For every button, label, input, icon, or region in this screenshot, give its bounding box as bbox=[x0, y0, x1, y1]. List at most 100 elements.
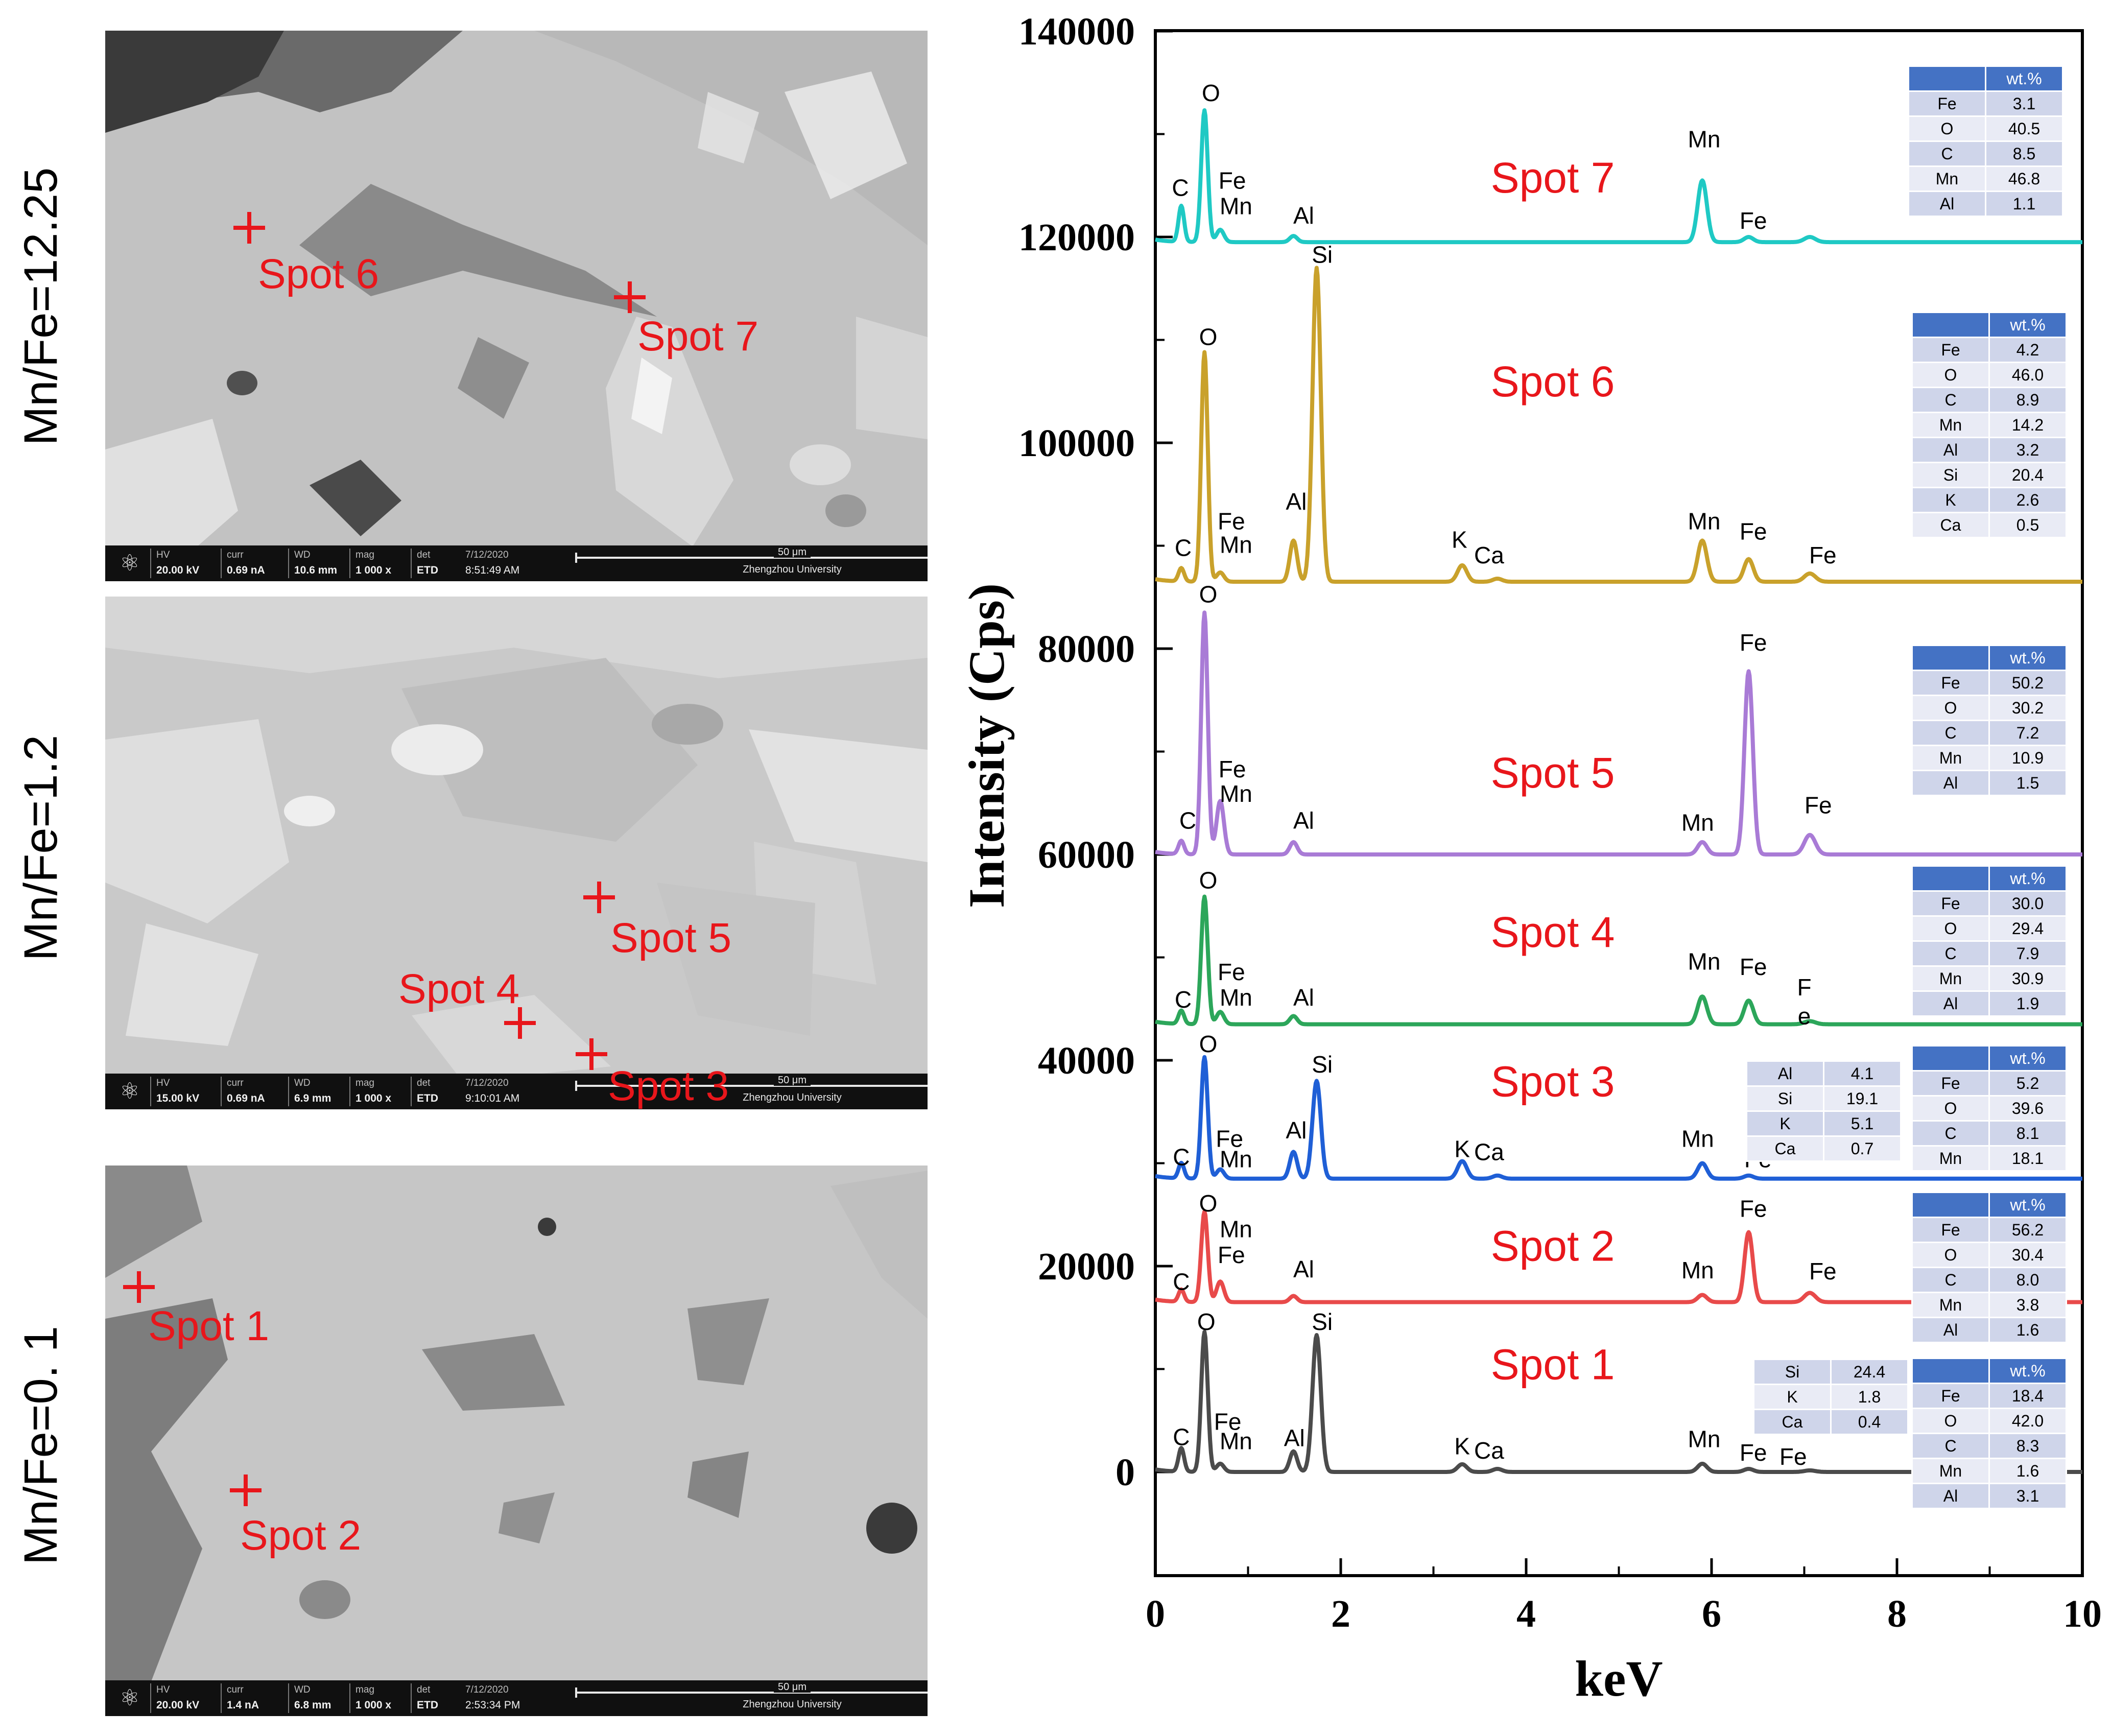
series-name-label: Spot 7 bbox=[1491, 154, 1615, 202]
element-cell: O bbox=[1911, 362, 1990, 388]
peak-label: O bbox=[1199, 867, 1218, 893]
value-cell: 5.1 bbox=[1823, 1110, 1902, 1137]
table-row: Al 1.1 bbox=[1908, 191, 2063, 217]
sem-info-bar: ⚛ HV 15.00 kV curr 0.69 nA WD 6.9 mm mag 1 000 x… bbox=[105, 1074, 928, 1109]
peak-label: O bbox=[1197, 1309, 1216, 1335]
value-cell: 8.0 bbox=[1988, 1267, 2067, 1293]
table-row: Fe 30.0 bbox=[1911, 890, 2067, 917]
sem-feature bbox=[126, 923, 258, 1046]
value-cell: 3.8 bbox=[1988, 1292, 2067, 1318]
peak-label: Fe bbox=[1218, 508, 1245, 534]
sem-feature bbox=[825, 494, 866, 527]
table-row: Al 1.9 bbox=[1911, 990, 2067, 1017]
element-cell: Fe bbox=[1911, 1070, 1990, 1097]
element-cell: Al bbox=[1911, 1483, 1990, 1509]
element-cell: Ca bbox=[1746, 1135, 1824, 1162]
sem-feature bbox=[299, 184, 657, 317]
info-hv: HV 20.00 kV bbox=[156, 1684, 200, 1711]
info-separator bbox=[221, 549, 222, 578]
table-row: Mn 1.6 bbox=[1911, 1458, 2067, 1484]
peak-label: F bbox=[1797, 974, 1811, 1001]
element-cell: Mn bbox=[1911, 412, 1990, 438]
sem-feature bbox=[105, 1166, 202, 1278]
element-cell: Mn bbox=[1911, 1458, 1990, 1484]
info-separator bbox=[221, 1683, 222, 1713]
y-tick-label: 80000 bbox=[1038, 628, 1135, 671]
info-hv: HV 15.00 kV bbox=[156, 1078, 200, 1104]
value-cell: 0.5 bbox=[1988, 512, 2067, 538]
value-cell: 20.4 bbox=[1988, 462, 2067, 488]
value-cell: 8.1 bbox=[1988, 1120, 2067, 1147]
wt-percent-table: wt.% Fe 30.0 O 29.4 C 7.9 Mn 30.9 Al 1.9 bbox=[1911, 865, 2067, 1017]
sem-feature bbox=[105, 31, 284, 133]
table-header-cell: wt.% bbox=[1988, 1192, 2067, 1218]
info-mag: mag 1 000 x bbox=[355, 1078, 392, 1104]
info-wd: WD 6.8 mm bbox=[294, 1684, 331, 1711]
info-separator bbox=[411, 1683, 412, 1713]
x-tick-label: 2 bbox=[1331, 1592, 1350, 1635]
info-mag: mag 1 000 x bbox=[355, 550, 392, 576]
spot-marker-icon bbox=[230, 1475, 262, 1506]
value-cell: 3.1 bbox=[1988, 1483, 2067, 1509]
series-name-label: Spot 2 bbox=[1491, 1222, 1615, 1270]
table-header-cell: wt.% bbox=[1988, 1358, 2067, 1384]
series-name-label: Spot 4 bbox=[1491, 908, 1615, 956]
element-cell: Al bbox=[1911, 770, 1990, 796]
sem-feature bbox=[227, 371, 257, 395]
peak-label: Mn bbox=[1220, 1428, 1252, 1455]
sample-label: Mn/Fe=12.25 bbox=[15, 167, 67, 446]
wt-percent-table: wt.% Fe 50.2 O 30.2 C 7.2 Mn 10.9 Al 1.5 bbox=[1911, 645, 2067, 796]
y-tick-label: 0 bbox=[1116, 1451, 1135, 1494]
spot-marker-icon bbox=[576, 1038, 607, 1070]
value-cell: 30.2 bbox=[1988, 695, 2067, 721]
peak-label: O bbox=[1202, 80, 1220, 106]
info-separator bbox=[150, 549, 151, 578]
value-cell: 3.1 bbox=[1985, 90, 2063, 117]
sem-feature bbox=[422, 1334, 565, 1411]
peak-label: Mn bbox=[1688, 1426, 1721, 1453]
value-cell: 1.6 bbox=[1988, 1458, 2067, 1484]
table-row: Mn 10.9 bbox=[1911, 745, 2067, 771]
element-cell: Fe bbox=[1911, 670, 1990, 696]
element-cell: Mn bbox=[1908, 165, 1986, 192]
element-cell: Al bbox=[1911, 437, 1990, 463]
info-datetime: 7/12/2020 8:51:49 AM bbox=[465, 550, 520, 576]
table-row: Al 3.2 bbox=[1911, 437, 2067, 463]
wt-percent-table-extra: Al 4.1 Si 19.1 K 5.1 Ca 0.7 bbox=[1746, 1060, 1902, 1162]
table-row: C 8.9 bbox=[1911, 387, 2067, 413]
peak-label: O bbox=[1199, 1190, 1218, 1217]
wt-percent-table: wt.% Fe 5.2 O 39.6 C 8.1 Mn 18.1 bbox=[1911, 1045, 2067, 1172]
peak-label: Fe bbox=[1740, 207, 1767, 234]
peak-label: C bbox=[1175, 535, 1192, 561]
spot-marker-icon bbox=[504, 1007, 536, 1039]
scale-bar: 50 μm Zhengzhou University bbox=[575, 546, 928, 580]
spot-label: Spot 7 bbox=[637, 313, 759, 360]
peak-label: C bbox=[1173, 1144, 1190, 1171]
value-cell: 1.5 bbox=[1988, 770, 2067, 796]
info-wd: WD 6.9 mm bbox=[294, 1078, 331, 1104]
element-cell: C bbox=[1908, 140, 1986, 167]
table-row: C 7.2 bbox=[1911, 720, 2067, 746]
info-separator bbox=[150, 1077, 151, 1106]
info-mag: mag 1 000 x bbox=[355, 1684, 392, 1711]
sample-label: Mn/Fe=0. 1 bbox=[15, 1326, 67, 1565]
table-row: O 30.4 bbox=[1911, 1242, 2067, 1268]
table-row: Fe 56.2 bbox=[1911, 1217, 2067, 1243]
info-separator bbox=[288, 1077, 289, 1106]
value-cell: 42.0 bbox=[1988, 1408, 2067, 1434]
element-cell: Si bbox=[1746, 1085, 1824, 1112]
sem-feature bbox=[401, 658, 698, 842]
table-row: K 1.8 bbox=[1753, 1384, 1909, 1410]
peak-label: Mn bbox=[1681, 1257, 1714, 1283]
element-cell: O bbox=[1911, 1095, 1990, 1122]
sem-feature bbox=[105, 597, 928, 678]
table-header-cell: wt.% bbox=[1988, 865, 2067, 892]
peak-label: Si bbox=[1312, 1051, 1333, 1078]
x-tick-label: 6 bbox=[1702, 1592, 1721, 1635]
info-separator bbox=[221, 1077, 222, 1106]
peak-label: e bbox=[1798, 1003, 1811, 1029]
sem-feature bbox=[657, 883, 815, 1036]
peak-label: Al bbox=[1284, 1425, 1305, 1452]
value-cell: 1.8 bbox=[1830, 1384, 1909, 1410]
table-header-cell: wt.% bbox=[1988, 1045, 2067, 1072]
